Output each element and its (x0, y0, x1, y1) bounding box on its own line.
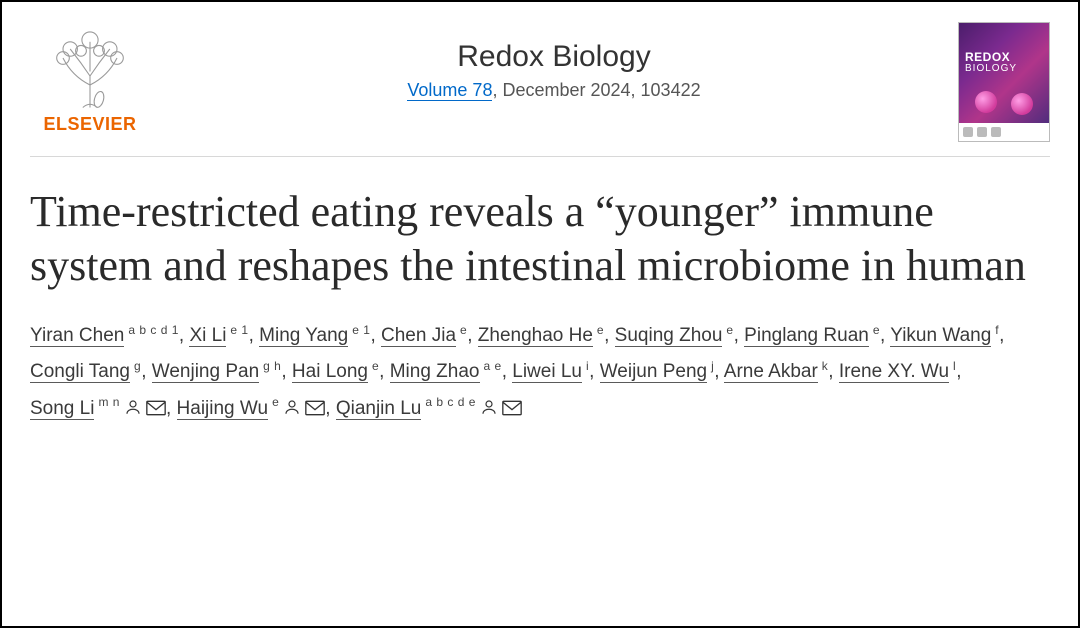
person-icon[interactable] (480, 398, 498, 416)
author-link[interactable]: Yikun Wang (890, 325, 991, 347)
author-separator: , (502, 361, 513, 382)
journal-cover-thumbnail[interactable]: REDOX BIOLOGY (958, 22, 1050, 142)
author-link[interactable]: Ming Yang (259, 325, 348, 347)
journal-meta: Redox Biology Volume 78, December 2024, … (150, 22, 958, 101)
volume-link[interactable]: Volume 78 (407, 80, 492, 101)
author-link[interactable]: Arne Akbar (724, 361, 818, 383)
author-separator: , (281, 361, 292, 382)
cover-art-dot (975, 91, 997, 113)
person-icon[interactable] (283, 398, 301, 416)
author-separator: , (325, 398, 336, 419)
author-affiliation-superscript: g h (263, 359, 281, 373)
author-link[interactable]: Chen Jia (381, 325, 456, 347)
author-link[interactable]: Suqing Zhou (615, 325, 723, 347)
author-separator: , (880, 325, 890, 346)
author-separator: , (166, 398, 177, 419)
author-separator: , (589, 361, 600, 382)
author-link[interactable]: Irene XY. Wu (839, 361, 949, 383)
author-separator: , (179, 325, 190, 346)
author-link[interactable]: Hai Long (292, 361, 368, 383)
journal-issue: Volume 78, December 2024, 103422 (150, 80, 958, 101)
author-link[interactable]: Song Li (30, 398, 94, 420)
journal-header: ELSEVIER Redox Biology Volume 78, Decemb… (30, 22, 1050, 157)
publisher-name: ELSEVIER (43, 114, 136, 135)
cover-footer (959, 123, 1049, 141)
author-link[interactable]: Qianjin Lu (336, 398, 422, 420)
article-title: Time-restricted eating reveals a “younge… (30, 185, 1050, 292)
mail-icon[interactable] (502, 400, 522, 416)
author-link[interactable]: Zhenghao He (478, 325, 593, 347)
author-affiliation-superscript: a e (484, 359, 502, 373)
author-link[interactable]: Haijing Wu (177, 398, 269, 420)
mail-icon[interactable] (146, 400, 166, 416)
author-separator: , (249, 325, 260, 346)
mail-icon[interactable] (305, 400, 325, 416)
author-separator: , (956, 361, 961, 382)
cover-art-dot (1011, 93, 1033, 115)
cover-title: REDOX BIOLOGY (965, 51, 1043, 74)
author-link[interactable]: Congli Tang (30, 361, 130, 383)
author-link[interactable]: Yiran Chen (30, 325, 124, 347)
author-link[interactable]: Ming Zhao (390, 361, 480, 383)
author-link[interactable]: Liwei Lu (512, 361, 582, 383)
publisher-block: ELSEVIER (30, 22, 150, 135)
person-icon[interactable] (124, 398, 142, 416)
author-affiliation-superscript: e 1 (352, 323, 370, 337)
author-affiliation-superscript: e (873, 323, 880, 337)
author-separator: , (467, 325, 478, 346)
author-separator: , (370, 325, 381, 346)
author-affiliation-superscript: a b c d 1 (128, 323, 179, 337)
author-separator: , (734, 325, 745, 346)
author-link[interactable]: Pinglang Ruan (744, 325, 869, 347)
author-separator: , (379, 361, 390, 382)
journal-title[interactable]: Redox Biology (150, 40, 958, 74)
author-link[interactable]: Wenjing Pan (152, 361, 259, 383)
author-link[interactable]: Weijun Peng (600, 361, 707, 383)
author-separator: , (714, 361, 724, 382)
author-affiliation-superscript: e (726, 323, 733, 337)
author-separator: , (141, 361, 152, 382)
author-separator: , (604, 325, 615, 346)
elsevier-tree-logo (45, 22, 135, 112)
author-list: Yiran Chen a b c d 1, Xi Li e 1, Ming Yang… (30, 318, 1050, 426)
author-separator: , (828, 361, 839, 382)
author-separator: , (999, 325, 1004, 346)
author-affiliation-superscript: e 1 (230, 323, 248, 337)
author-affiliation-superscript: e (272, 395, 279, 409)
author-affiliation-superscript: a b c d e (425, 395, 476, 409)
author-affiliation-superscript: m n (98, 395, 120, 409)
article-header-card: ELSEVIER Redox Biology Volume 78, Decemb… (0, 0, 1080, 628)
issue-text: , December 2024, 103422 (492, 80, 700, 100)
author-link[interactable]: Xi Li (189, 325, 226, 347)
